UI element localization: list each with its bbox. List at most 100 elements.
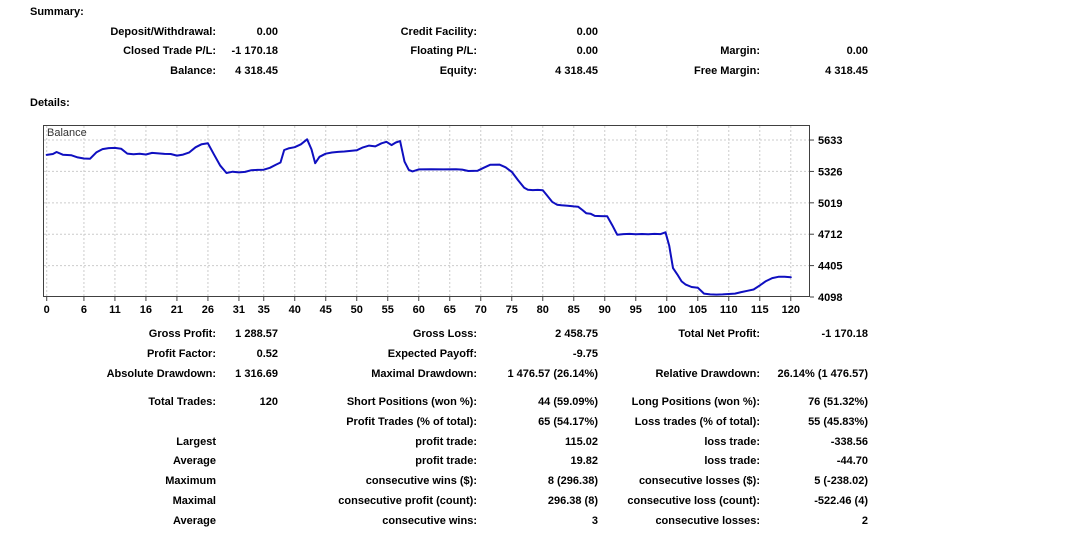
stat-value: 4 318.45 (555, 64, 598, 77)
stat-label: Balance: (170, 64, 216, 77)
stat-label: Expected Payoff: (387, 348, 477, 360)
svg-text:85: 85 (568, 304, 580, 316)
stat-value: -44.70 (836, 455, 868, 468)
stat-value: 0.00 (846, 45, 868, 58)
svg-text:75: 75 (506, 304, 518, 316)
stat-value: 8 (296.38) (547, 475, 598, 488)
stat-value: 2 (861, 514, 868, 527)
svg-text:115: 115 (751, 304, 769, 316)
stat-label: Maximum (165, 475, 216, 488)
summary-row: Balance: 4 318.45 Equity: 4 318.45 Free … (30, 61, 868, 81)
stat-value: -1 170.18 (231, 45, 278, 58)
stat-value: 0.00 (256, 25, 278, 38)
svg-text:65: 65 (444, 304, 456, 316)
summary-section-title: Summary: (30, 6, 84, 18)
svg-text:21: 21 (171, 304, 183, 316)
stat-label: profit trade: (415, 435, 477, 448)
svg-text:100: 100 (658, 304, 676, 316)
stat-value: 76 (51.32%) (808, 395, 868, 408)
stat-label: Total Net Profit: (678, 328, 760, 340)
svg-text:4405: 4405 (818, 261, 842, 273)
balance-chart-svg: 0 6 11 16 21 26 31 35 40 45 50 55 60 65 70 75 80 85 90 95 10… (43, 125, 842, 316)
stats-row: Maximal consecutive profit (count): 296.… (30, 491, 868, 511)
stat-value: 1 316.69 (235, 368, 278, 380)
stat-value: 296.38 (8) (547, 495, 598, 508)
stat-label: Credit Facility: (400, 25, 477, 38)
stat-label: Free Margin: (693, 64, 760, 77)
stat-value: 4 318.45 (235, 64, 278, 77)
stat-label: Largest (176, 435, 216, 448)
svg-text:5019: 5019 (818, 198, 842, 210)
details-table-b: Total Trades: 120 Short Positions (won %… (30, 392, 868, 531)
stat-value: 55 (45.83%) (808, 415, 868, 428)
svg-text:90: 90 (599, 304, 611, 316)
summary-table: Deposit/Withdrawal: 0.00 Credit Facility… (30, 22, 868, 81)
stat-value: 120 (259, 395, 278, 408)
stats-row: Profit Factor: 0.52 Expected Payoff: -9.… (30, 344, 868, 364)
stat-label: consecutive profit (count): (338, 495, 477, 508)
svg-text:110: 110 (720, 304, 738, 316)
svg-text:0: 0 (44, 304, 50, 316)
stat-value: 0.52 (256, 348, 278, 360)
stat-value: 1 288.57 (235, 328, 278, 340)
summary-row: Deposit/Withdrawal: 0.00 Credit Facility… (30, 22, 868, 42)
stat-label: consecutive wins: (382, 514, 477, 527)
stats-row: Total Trades: 120 Short Positions (won %… (30, 392, 868, 412)
stat-value: 44 (59.09%) (538, 395, 598, 408)
chart-series-label: Balance (47, 127, 87, 139)
stat-value: 0.00 (576, 45, 598, 58)
stat-value: 5 (-238.02) (814, 475, 868, 488)
stat-value: 0.00 (576, 25, 598, 38)
stat-label: Gross Loss: (412, 328, 477, 340)
stat-label: Maximal Drawdown: (371, 368, 477, 380)
svg-text:60: 60 (413, 304, 425, 316)
stat-label: loss trade: (704, 435, 760, 448)
stat-label: loss trade: (704, 455, 760, 468)
stats-row: Average profit trade: 19.82 loss trade: … (30, 452, 868, 472)
stat-value: 26.14% (1 476.57) (777, 368, 868, 380)
stat-label: consecutive losses: (655, 514, 760, 527)
stat-value: -9.75 (572, 348, 598, 360)
balance-chart: 0 6 11 16 21 26 31 35 40 45 50 55 60 65 70 75 80 85 90 95 10… (43, 125, 855, 326)
stat-label: consecutive wins ($): (365, 475, 477, 488)
stat-label: consecutive losses ($): (638, 475, 760, 488)
svg-text:50: 50 (351, 304, 363, 316)
stat-label: Gross Profit: (148, 328, 216, 340)
svg-text:105: 105 (689, 304, 707, 316)
stat-value: 1 476.57 (26.14%) (507, 368, 598, 380)
stat-label: Average (172, 455, 216, 468)
stat-value: 2 458.75 (555, 328, 598, 340)
stat-value: 115.02 (564, 435, 598, 448)
svg-text:31: 31 (233, 304, 245, 316)
details-table-a: Gross Profit: 1 288.57 Gross Loss: 2 458… (30, 324, 868, 384)
svg-text:6: 6 (81, 304, 87, 316)
stat-label: Closed Trade P/L: (123, 45, 216, 58)
stat-label: Loss trades (% of total): (634, 415, 760, 428)
stat-value: 65 (54.17%) (538, 415, 598, 428)
stat-label: Total Trades: (148, 395, 216, 408)
stats-row: Absolute Drawdown: 1 316.69 Maximal Draw… (30, 364, 868, 384)
svg-text:45: 45 (320, 304, 332, 316)
svg-text:4098: 4098 (818, 292, 842, 304)
details-section-title: Details: (30, 97, 70, 109)
svg-text:35: 35 (258, 304, 270, 316)
stat-label: Profit Factor: (146, 348, 216, 360)
svg-text:120: 120 (782, 304, 800, 316)
stat-label: Absolute Drawdown: (106, 368, 216, 380)
svg-text:95: 95 (630, 304, 642, 316)
stat-value: 4 318.45 (825, 64, 868, 77)
stats-row: Profit Trades (% of total): 65 (54.17%) … (30, 412, 868, 432)
svg-text:40: 40 (289, 304, 301, 316)
svg-text:5633: 5633 (818, 135, 842, 147)
svg-text:16: 16 (140, 304, 152, 316)
stat-label: Long Positions (won %): (631, 395, 760, 408)
stat-label: Floating P/L: (410, 45, 477, 58)
stat-value: -1 170.18 (821, 328, 868, 340)
stat-label: Profit Trades (% of total): (346, 415, 477, 428)
stats-row: Gross Profit: 1 288.57 Gross Loss: 2 458… (30, 324, 868, 344)
stat-label: Margin: (720, 45, 760, 58)
stat-label: Deposit/Withdrawal: (110, 25, 216, 38)
stat-label: Maximal (172, 495, 216, 508)
stat-label: Relative Drawdown: (655, 368, 760, 380)
stat-label: consecutive loss (count): (627, 495, 760, 508)
